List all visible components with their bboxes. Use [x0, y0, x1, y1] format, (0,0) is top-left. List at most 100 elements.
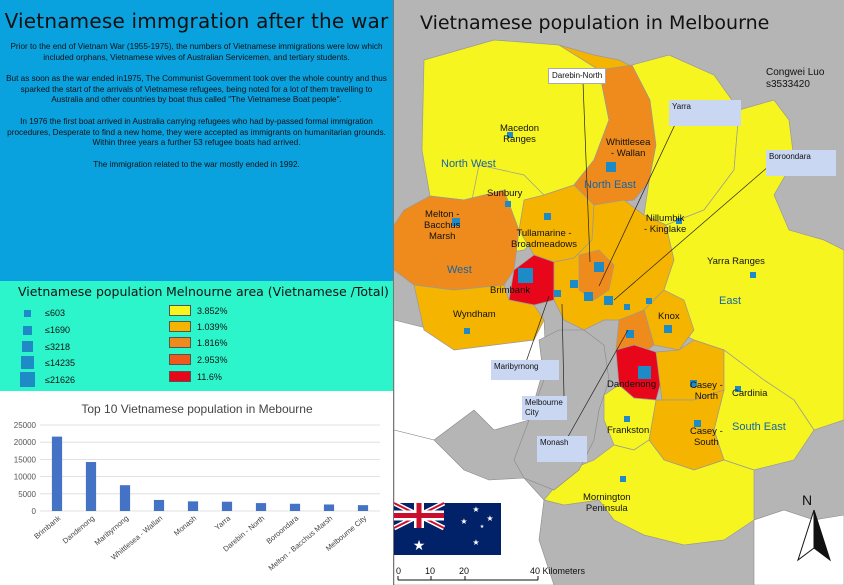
population-symbol: [694, 420, 701, 427]
bar-chart: 0 5000 10000 15000 20000 25000 BrimbankDandeno…: [14, 421, 380, 573]
population-symbol: [518, 268, 533, 283]
bar: [187, 501, 199, 511]
info-paragraph: In 1976 the first boat arrived in Austra…: [7, 116, 386, 148]
population-legend-item: ≤3218: [22, 341, 70, 352]
region-mornington: [543, 439, 755, 546]
y-tick-label: 15000: [14, 455, 37, 464]
population-symbol: [750, 272, 756, 278]
area-legend-label: 3.852%: [197, 306, 228, 316]
bar: [85, 462, 97, 511]
population-symbol: [570, 280, 578, 288]
bar: [221, 501, 233, 511]
population-symbol: [626, 330, 634, 338]
population-symbol: [24, 309, 31, 317]
callout-melbourne-city: Melbourne City: [522, 396, 567, 420]
region-label: Wyndham: [453, 309, 496, 320]
population-symbol: [606, 162, 616, 172]
svg-text:★: ★: [486, 514, 493, 523]
x-tick-label: Melton - Bacchus Marsh: [267, 514, 335, 573]
scale-label: 40 Kilometers: [530, 566, 586, 576]
region-label: Sunbury: [487, 188, 523, 199]
callout-line: [598, 115, 680, 287]
population-symbol: [690, 380, 697, 387]
population-symbol: [664, 325, 672, 333]
region-label: Casey - South: [690, 426, 723, 448]
population-symbol: [638, 366, 651, 379]
bar: [51, 436, 63, 511]
population-symbol: [604, 296, 613, 305]
x-tick-label: Yarra: [213, 513, 233, 532]
population-symbol: [22, 341, 33, 352]
population-symbol: [20, 372, 35, 387]
callout-line: [525, 295, 550, 363]
region-label: Tullamarine - Broadmeadows: [511, 228, 578, 250]
bar: [357, 505, 369, 511]
region-label: Melton - Bacchus Marsh: [424, 209, 461, 242]
area-legend-label: 2.953%: [197, 355, 228, 365]
area-legend-label: 11.6%: [197, 372, 222, 382]
region-label: Yarra Ranges: [707, 256, 765, 267]
svg-text:★: ★: [472, 505, 479, 514]
population-symbol: [584, 292, 593, 301]
callout-boroondara: Boroondara: [766, 150, 836, 176]
region-label: Dandenong: [607, 379, 657, 390]
population-symbol: [507, 132, 513, 138]
population-legend-item: ≤21626: [20, 372, 75, 387]
y-tick-label: 10000: [14, 473, 37, 482]
bar: [153, 499, 165, 511]
population-symbol: [594, 262, 604, 272]
x-tick-label: Dandenong: [61, 514, 97, 546]
population-symbol: [624, 416, 630, 422]
area-swatch: [169, 371, 191, 382]
info-paragraph: Prior to the end of Vietnam War (1955-19…: [10, 42, 383, 62]
region-label: Macedon Ranges: [500, 123, 540, 145]
svg-text:★: ★: [460, 517, 467, 526]
bar: [119, 485, 131, 511]
callout-yarra: Yarra: [669, 100, 741, 126]
author-id: s3533420: [766, 79, 810, 90]
zone-label: North West: [441, 158, 496, 170]
map-panel: ★ ★ ★ ★ ★ ★ Vietnamese population in Mel…: [394, 0, 844, 585]
population-symbol: [464, 328, 470, 334]
population-symbol: [505, 201, 511, 207]
area-legend-title: Melnourne area (Vietnamese /Total): [166, 284, 389, 299]
x-tick-label: Brimbank: [32, 513, 62, 540]
region-melton: [394, 189, 520, 291]
north-label: N: [802, 492, 813, 508]
info-panel: Vietnamese immgration after the war Prio…: [0, 0, 394, 281]
area-swatch: [169, 354, 191, 365]
bar: [255, 503, 267, 511]
info-title: Vietnamese immgration after the war: [4, 9, 389, 33]
area-swatch: [169, 321, 191, 332]
population-symbol: [544, 213, 551, 220]
population-symbol: [735, 386, 741, 392]
australian-flag-icon: ★ ★ ★ ★ ★ ★: [394, 500, 501, 555]
svg-text:★: ★: [480, 524, 485, 530]
population-legend-title: Vietnamese population: [18, 284, 163, 299]
scale-bar: [397, 576, 539, 581]
population-symbol: [676, 218, 682, 224]
callout-line: [582, 81, 591, 263]
zone-label: East: [719, 295, 742, 307]
region-label: Cardinia: [732, 388, 768, 399]
x-tick-label: Monash: [172, 514, 198, 538]
population-legend-item: ≤603: [24, 308, 65, 318]
region-label: Whittlesea - Wallan: [606, 137, 651, 159]
population-symbol: [21, 356, 34, 369]
svg-text:★: ★: [472, 538, 479, 547]
info-paragraph: The immigration related to the war mostl…: [93, 159, 300, 169]
y-tick-label: 0: [32, 507, 37, 516]
region-label: Knox: [658, 311, 680, 322]
author-name: Congwei Luo: [766, 67, 825, 78]
zone-label: North East: [584, 179, 636, 191]
bar: [323, 504, 335, 511]
zone-label: South East: [732, 421, 786, 433]
region-label: Casey - North: [690, 380, 723, 402]
callout-monash: Monash: [537, 436, 587, 462]
population-symbol: [646, 298, 652, 304]
region-label: Mornington Peninsula: [583, 492, 631, 514]
area-legend-label: 1.816%: [197, 338, 228, 348]
region-label: Frankston: [607, 425, 650, 436]
callout-darebin-north: Darebin-North: [548, 68, 607, 84]
population-symbol: [452, 218, 460, 226]
